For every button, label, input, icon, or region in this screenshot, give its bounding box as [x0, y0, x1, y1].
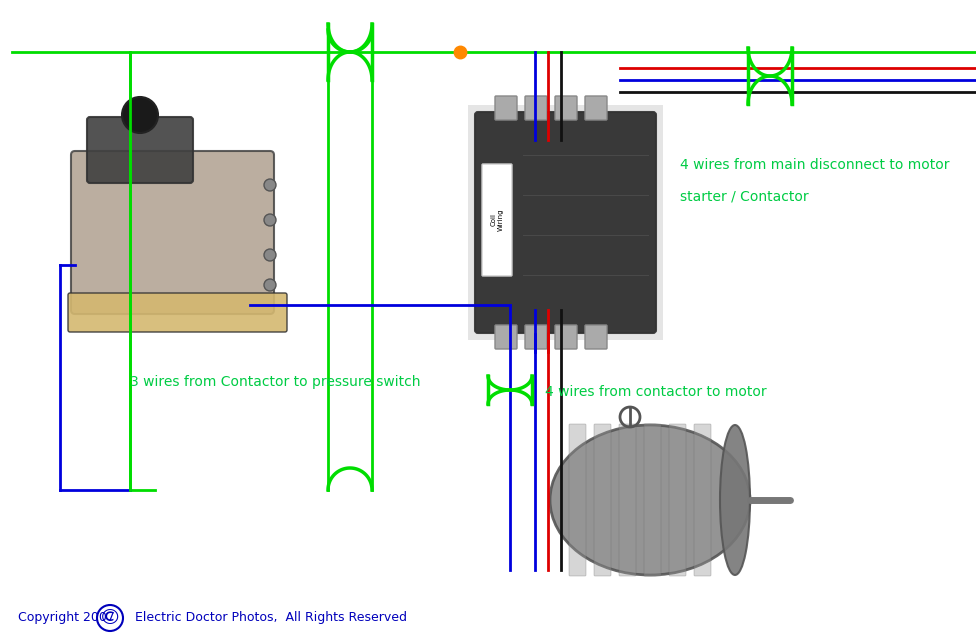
- FancyBboxPatch shape: [619, 424, 636, 576]
- Text: 4 wires from contactor to motor: 4 wires from contactor to motor: [545, 385, 766, 399]
- Circle shape: [264, 279, 276, 291]
- FancyBboxPatch shape: [585, 96, 607, 120]
- Text: Electric Doctor Photos,  All Rights Reserved: Electric Doctor Photos, All Rights Reser…: [135, 611, 407, 625]
- FancyBboxPatch shape: [68, 293, 287, 332]
- FancyBboxPatch shape: [468, 105, 663, 340]
- Text: starter / Contactor: starter / Contactor: [680, 190, 809, 204]
- FancyBboxPatch shape: [495, 96, 517, 120]
- Circle shape: [264, 249, 276, 261]
- FancyBboxPatch shape: [644, 424, 661, 576]
- FancyBboxPatch shape: [694, 424, 711, 576]
- Text: 3 wires from Contactor to pressure switch: 3 wires from Contactor to pressure switc…: [130, 375, 421, 389]
- FancyBboxPatch shape: [525, 96, 547, 120]
- Ellipse shape: [720, 425, 750, 575]
- Circle shape: [264, 179, 276, 191]
- Ellipse shape: [550, 425, 750, 575]
- FancyBboxPatch shape: [525, 325, 547, 349]
- Circle shape: [264, 214, 276, 226]
- Text: Copyright 2007: Copyright 2007: [18, 611, 115, 625]
- Circle shape: [122, 97, 158, 133]
- FancyBboxPatch shape: [569, 424, 586, 576]
- Text: 4 wires from main disconnect to motor: 4 wires from main disconnect to motor: [680, 158, 950, 172]
- FancyBboxPatch shape: [669, 424, 686, 576]
- FancyBboxPatch shape: [475, 112, 656, 333]
- FancyBboxPatch shape: [585, 325, 607, 349]
- FancyBboxPatch shape: [71, 151, 274, 314]
- Text: Coil
Wiring: Coil Wiring: [491, 209, 504, 231]
- FancyBboxPatch shape: [87, 117, 193, 183]
- FancyBboxPatch shape: [482, 164, 512, 276]
- FancyBboxPatch shape: [555, 325, 577, 349]
- FancyBboxPatch shape: [495, 325, 517, 349]
- FancyBboxPatch shape: [594, 424, 611, 576]
- Text: ©: ©: [99, 608, 121, 628]
- FancyBboxPatch shape: [555, 96, 577, 120]
